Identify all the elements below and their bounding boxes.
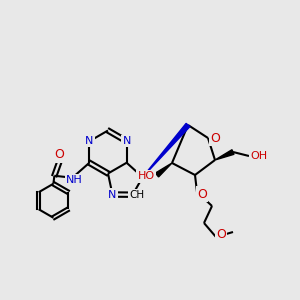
Text: O: O (197, 188, 207, 200)
Text: NH: NH (66, 175, 83, 185)
Text: O: O (54, 148, 64, 161)
Polygon shape (155, 163, 172, 177)
Polygon shape (142, 123, 190, 177)
Text: N: N (108, 190, 117, 200)
Text: N: N (85, 136, 94, 146)
Text: O: O (210, 131, 220, 145)
Text: HO: HO (137, 171, 154, 181)
Text: CH: CH (129, 190, 144, 200)
Text: OH: OH (250, 151, 268, 161)
Text: N: N (122, 136, 131, 146)
Text: O: O (216, 229, 226, 242)
Text: N: N (138, 172, 147, 182)
Polygon shape (215, 150, 234, 160)
